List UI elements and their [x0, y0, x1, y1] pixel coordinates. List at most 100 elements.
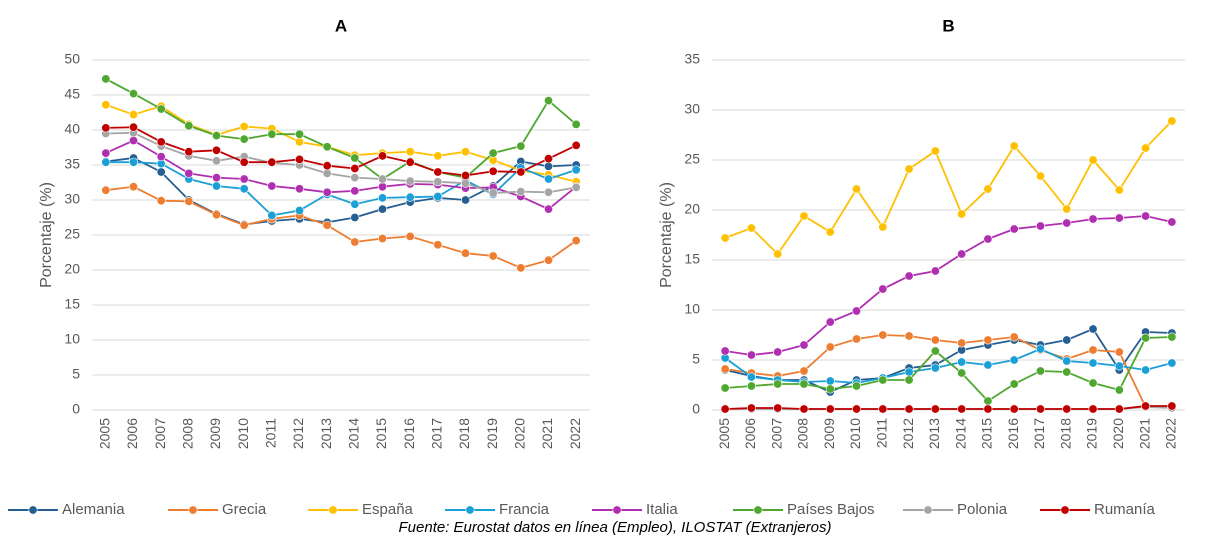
data-point — [267, 210, 277, 220]
x-tick-label: 2020 — [512, 418, 528, 449]
data-point — [1062, 356, 1072, 366]
data-point — [350, 164, 360, 174]
data-point — [350, 213, 360, 223]
data-point — [1141, 143, 1151, 153]
legend-marker — [28, 505, 38, 515]
data-point — [294, 137, 304, 147]
data-point — [746, 223, 756, 233]
data-point — [1035, 221, 1045, 231]
y-tick-label: 15 — [684, 251, 700, 267]
data-point — [957, 357, 967, 367]
data-point — [930, 404, 940, 414]
x-tick-label: 2005 — [97, 418, 113, 449]
data-point — [101, 185, 111, 195]
data-point — [129, 110, 139, 120]
data-point — [1088, 324, 1098, 334]
data-point — [825, 384, 835, 394]
data-point — [1009, 332, 1019, 342]
x-tick-label: 2020 — [1110, 418, 1126, 449]
data-point — [983, 360, 993, 370]
x-tick-label: 2015 — [373, 418, 389, 449]
data-point — [543, 187, 553, 197]
data-point — [543, 255, 553, 265]
data-point — [516, 167, 526, 177]
data-point — [460, 248, 470, 258]
data-point — [957, 249, 967, 259]
x-tick-label: 2010 — [235, 418, 251, 449]
legend-label: Francia — [499, 501, 550, 518]
data-point — [1062, 335, 1072, 345]
data-point — [433, 167, 443, 177]
data-point — [488, 148, 498, 158]
data-point — [129, 182, 139, 192]
data-point — [825, 342, 835, 352]
data-point — [350, 153, 360, 163]
data-point — [184, 168, 194, 178]
data-point — [488, 166, 498, 176]
data-point — [746, 372, 756, 382]
data-point — [878, 404, 888, 414]
data-point — [1035, 366, 1045, 376]
data-point — [350, 186, 360, 196]
data-point — [1141, 401, 1151, 411]
data-point — [1114, 404, 1124, 414]
y-tick-label: 15 — [64, 296, 80, 312]
data-point — [773, 249, 783, 259]
x-tick-label: 2022 — [1163, 418, 1179, 449]
data-point — [825, 404, 835, 414]
data-point — [852, 184, 862, 194]
data-point — [746, 403, 756, 413]
data-point — [212, 156, 222, 166]
data-point — [983, 335, 993, 345]
x-tick-label: 2019 — [484, 418, 500, 449]
y-tick-label: 35 — [684, 51, 700, 67]
data-point — [571, 236, 581, 246]
data-point — [488, 251, 498, 261]
x-tick-label: 2013 — [318, 418, 334, 449]
data-point — [405, 192, 415, 202]
x-tick-label: 2018 — [456, 418, 472, 449]
data-point — [720, 383, 730, 393]
data-point — [1062, 367, 1072, 377]
data-point — [129, 89, 139, 99]
data-point — [460, 178, 470, 188]
data-point — [1141, 211, 1151, 221]
data-point — [350, 237, 360, 247]
data-point — [1035, 171, 1045, 181]
data-point — [799, 379, 809, 389]
data-point — [322, 161, 332, 171]
data-point — [184, 121, 194, 131]
data-point — [1062, 404, 1072, 414]
data-point — [720, 404, 730, 414]
data-point — [571, 140, 581, 150]
data-point — [239, 184, 249, 194]
series-line — [725, 215, 1173, 356]
x-tick-label: 2011 — [263, 418, 279, 448]
y-tick-label: 25 — [684, 151, 700, 167]
data-point — [773, 347, 783, 357]
legend-label: Países Bajos — [787, 501, 875, 518]
data-point — [322, 187, 332, 197]
data-point — [571, 165, 581, 175]
data-point — [377, 204, 387, 214]
data-point — [101, 157, 111, 167]
legend-label: Grecia — [222, 501, 267, 518]
data-point — [773, 403, 783, 413]
data-point — [322, 168, 332, 178]
data-point — [377, 174, 387, 184]
y-tick-label: 20 — [64, 261, 80, 277]
data-point — [516, 263, 526, 273]
series-line — [105, 161, 577, 217]
data-point — [212, 131, 222, 141]
y-tick-label: 25 — [64, 226, 80, 242]
x-tick-label: 2019 — [1084, 418, 1100, 449]
data-point — [930, 363, 940, 373]
data-point — [350, 173, 360, 183]
data-point — [405, 176, 415, 186]
data-point — [129, 157, 139, 167]
data-point — [156, 137, 166, 147]
x-tick-label: 2010 — [847, 418, 863, 449]
data-point — [156, 196, 166, 206]
data-point — [1035, 344, 1045, 354]
